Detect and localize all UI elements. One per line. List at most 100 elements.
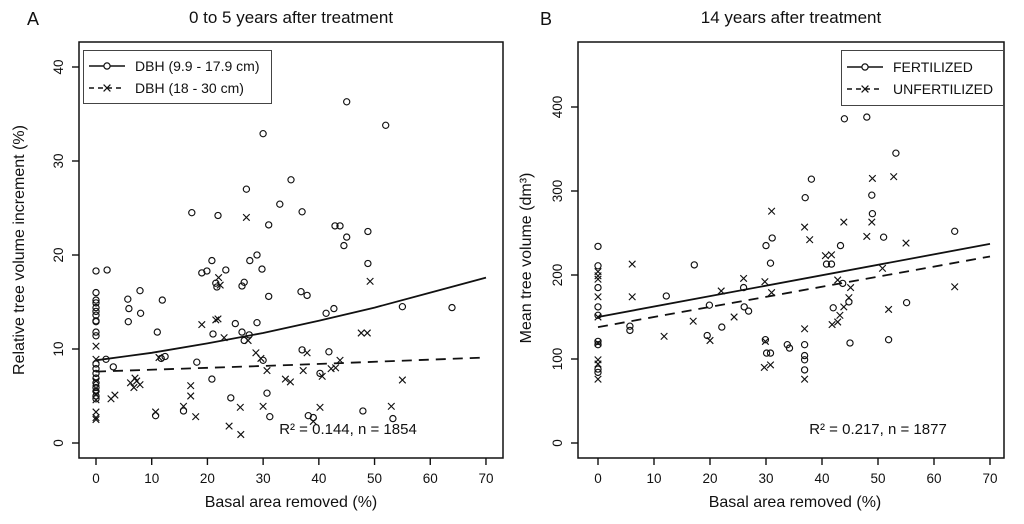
point-circle (364, 259, 372, 268)
point-circle (153, 328, 161, 336)
point-circle (92, 395, 100, 403)
point-circle (343, 98, 351, 106)
point-cross (331, 364, 340, 372)
point-circle (343, 233, 351, 241)
point-circle (92, 296, 100, 304)
point-circle (103, 266, 111, 274)
point-cross (868, 218, 876, 226)
point-circle (253, 319, 261, 327)
point-circle (92, 299, 100, 307)
y-tick-label: 100 (550, 348, 565, 371)
point-cross (309, 417, 318, 426)
point-circle (868, 210, 877, 218)
point-cross (236, 403, 245, 412)
point-circle (240, 278, 248, 286)
panel-a-y-axis-title: Relative tree volume increment (%) (11, 125, 28, 375)
point-circle (265, 221, 273, 229)
y-tick-label: 200 (550, 264, 565, 287)
point-circle (800, 356, 809, 364)
legend-label: UNFERTILIZED (893, 81, 994, 97)
point-cross (92, 355, 100, 364)
point-circle (785, 344, 794, 352)
point-circle (398, 303, 407, 311)
point-circle (594, 341, 602, 349)
point-cross (214, 273, 223, 282)
point-circle (109, 363, 117, 371)
legend-row: FERTILIZED (846, 59, 999, 75)
point-circle (594, 303, 602, 311)
panel-a-x-axis-title: Basal area removed (%) (204, 494, 378, 511)
point-cross (594, 272, 602, 280)
panel-b-legend: FERTILIZED UNFERTILIZED (841, 50, 1004, 106)
point-circle (92, 288, 100, 297)
x-tick-label: 40 (311, 471, 326, 486)
point-circle (744, 307, 753, 315)
point-circle (125, 304, 133, 313)
point-circle (879, 233, 888, 241)
point-cross (242, 213, 251, 222)
y-tick-label: 0 (51, 439, 66, 447)
solid-trend-line (597, 243, 991, 318)
point-circle (892, 149, 900, 157)
dashed-line-cross-marker-icon (847, 85, 883, 93)
point-circle (124, 318, 132, 326)
point-cross (92, 377, 100, 385)
x-tick-label: 10 (144, 471, 159, 486)
point-circle (253, 251, 261, 259)
point-circle (259, 356, 267, 364)
point-cross (92, 408, 100, 416)
point-cross (225, 422, 233, 430)
x-tick-label: 0 (92, 471, 100, 486)
point-cross (840, 303, 848, 311)
point-cross (286, 378, 295, 386)
point-circle (762, 349, 771, 357)
point-circle (214, 211, 222, 220)
legend-row: DBH (18 - 30 cm) (88, 80, 267, 96)
point-cross (840, 218, 848, 226)
point-cross (833, 318, 842, 326)
point-circle (863, 113, 871, 121)
point-circle (330, 304, 338, 313)
point-cross (594, 339, 602, 347)
x-tick-label: 30 (256, 471, 271, 486)
point-cross (868, 174, 877, 183)
panel-b-annotation: R² = 0.217, n = 1877 (809, 421, 947, 438)
point-cross (846, 283, 855, 292)
point-cross (739, 274, 748, 283)
point-cross (198, 320, 206, 329)
point-circle (594, 283, 602, 292)
panel-b-y-axis-title: Mean tree volume (dm³) (518, 172, 535, 344)
point-circle (298, 208, 306, 216)
point-circle (766, 349, 775, 357)
panel-a-legend: DBH (9.9 - 17.9 cm) DBH (18 - 30 cm) (83, 50, 272, 104)
point-cross (216, 281, 224, 289)
y-tick-label: 400 (550, 96, 565, 119)
point-circle (238, 282, 246, 290)
point-circle (325, 348, 333, 356)
point-cross (186, 392, 195, 400)
point-circle (322, 309, 330, 317)
point-cross (761, 277, 769, 286)
point-cross (800, 223, 809, 231)
point-cross (594, 313, 602, 321)
point-circle (800, 351, 809, 360)
point-circle (448, 303, 456, 312)
point-cross (186, 381, 195, 390)
series-crosss (594, 172, 959, 383)
point-circle (287, 176, 295, 184)
y-tick-label: 30 (51, 153, 66, 168)
point-circle (902, 299, 911, 307)
x-tick-label: 20 (200, 471, 215, 486)
point-circle (245, 331, 253, 339)
point-circle (297, 288, 305, 296)
point-cross (833, 276, 842, 284)
point-circle (92, 303, 100, 312)
point-circle (92, 369, 100, 378)
point-cross (387, 402, 396, 411)
point-cross (92, 342, 100, 350)
dashed-line-cross-marker-icon (89, 83, 125, 92)
panel-b-x-axis-title: Basal area removed (%) (708, 494, 882, 511)
point-circle (718, 323, 726, 331)
